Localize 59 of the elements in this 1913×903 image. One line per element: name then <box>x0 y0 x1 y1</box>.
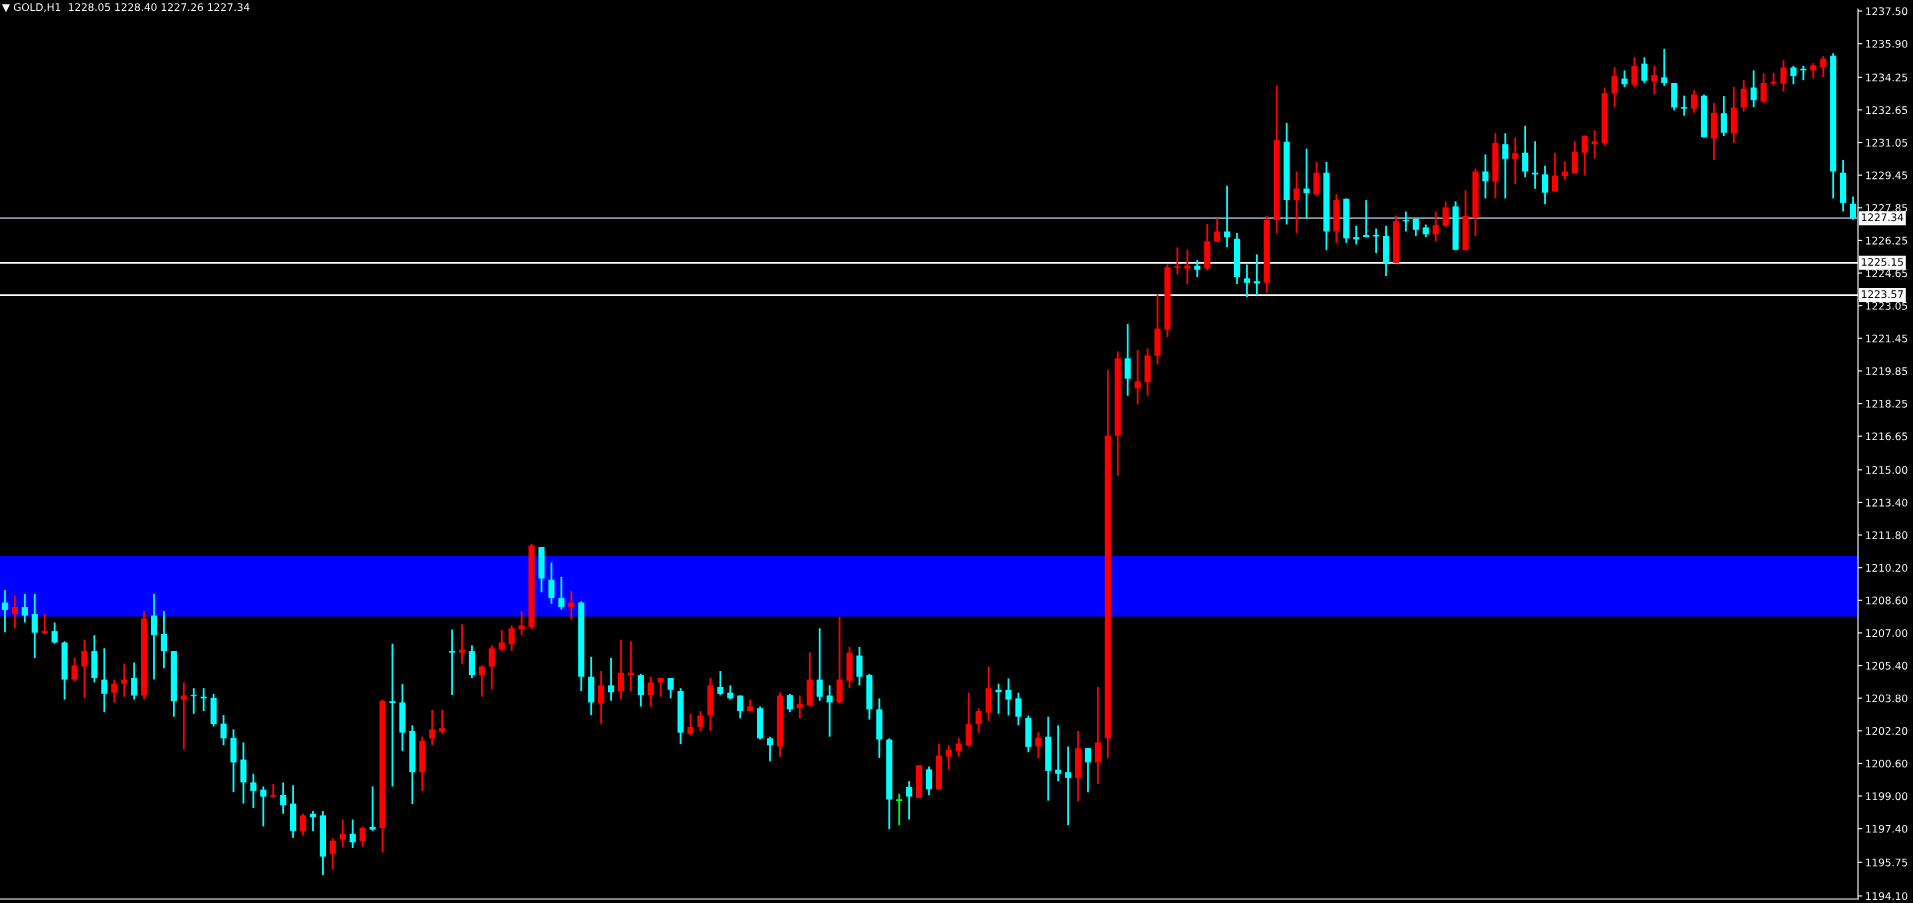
y-tick-label: 1203.80 <box>1866 694 1908 703</box>
y-tick-label: 1227.85 <box>1866 204 1908 212</box>
candlestick <box>1323 160 1330 252</box>
candlestick <box>548 561 555 605</box>
candlestick <box>379 698 386 854</box>
y-tick-label: 1235.90 <box>1866 39 1908 48</box>
y-tick-label: 1219.85 <box>1866 367 1908 376</box>
y-tick-label: 1208.60 <box>1866 596 1908 605</box>
candlestick <box>846 646 853 690</box>
candlestick <box>220 714 227 747</box>
candlestick <box>697 710 704 732</box>
y-tick-label: 1223.05 <box>1866 301 1908 310</box>
y-tick-label: 1231.05 <box>1866 138 1908 147</box>
ref-line-label: 1227.34 <box>1861 213 1904 222</box>
candlestick <box>1611 66 1618 108</box>
y-tick-label: 1205.40 <box>1866 661 1908 670</box>
y-tick-label: 1194.10 <box>1866 892 1908 901</box>
y-tick-label: 1211.80 <box>1866 531 1908 540</box>
y-tick-label: 1232.65 <box>1866 106 1908 115</box>
candlestick <box>230 728 237 794</box>
y-tick-label: 1200.60 <box>1866 759 1908 768</box>
candlestick <box>528 542 535 631</box>
candlestick <box>836 615 843 705</box>
candlestick <box>1472 167 1479 237</box>
candlestick <box>1005 677 1012 717</box>
y-tick-label: 1197.40 <box>1866 824 1908 833</box>
y-tick-label: 1199.00 <box>1866 792 1908 801</box>
candlestick <box>1780 59 1787 93</box>
candlestick <box>240 741 247 805</box>
y-tick-label: 1226.25 <box>1866 236 1908 245</box>
candlestick <box>895 792 904 827</box>
candlestick <box>71 657 78 683</box>
candlestick <box>538 546 545 594</box>
y-tick-label: 1215.00 <box>1866 466 1908 474</box>
candlestick <box>1631 56 1638 88</box>
ref-line-label: 1225.15 <box>1861 257 1903 266</box>
candlestick <box>856 646 863 687</box>
ref-line-label: 1223.57 <box>1861 290 1903 299</box>
y-tick-label: 1207.00 <box>1866 629 1908 638</box>
candlestick <box>687 712 694 737</box>
candlestick <box>1164 263 1171 338</box>
y-tick-label: 1195.75 <box>1866 858 1908 867</box>
candlestick <box>1313 160 1320 197</box>
y-tick-label: 1229.45 <box>1866 171 1908 180</box>
y-tick-label: 1221.45 <box>1866 334 1908 343</box>
chart-title: ▼ GOLD,H1 1228.05 1228.40 1227.26 1227.34 <box>2 3 250 13</box>
y-tick-label: 1213.40 <box>1866 498 1908 507</box>
y-tick-label: 1216.65 <box>1866 432 1908 441</box>
y-tick-label: 1237.50 <box>1866 7 1908 16</box>
y-tick-label: 1234.25 <box>1866 73 1908 82</box>
y-tick-label: 1202.20 <box>1866 727 1908 735</box>
y-tick-label: 1224.65 <box>1866 269 1908 278</box>
y-tick-label: 1210.20 <box>1866 563 1908 572</box>
candlestick <box>1015 691 1022 727</box>
candlestick <box>1462 189 1469 252</box>
candlestick <box>389 642 396 788</box>
candlestick <box>81 638 88 699</box>
y-tick-label: 1218.25 <box>1866 399 1908 408</box>
candlestick <box>1154 293 1161 366</box>
